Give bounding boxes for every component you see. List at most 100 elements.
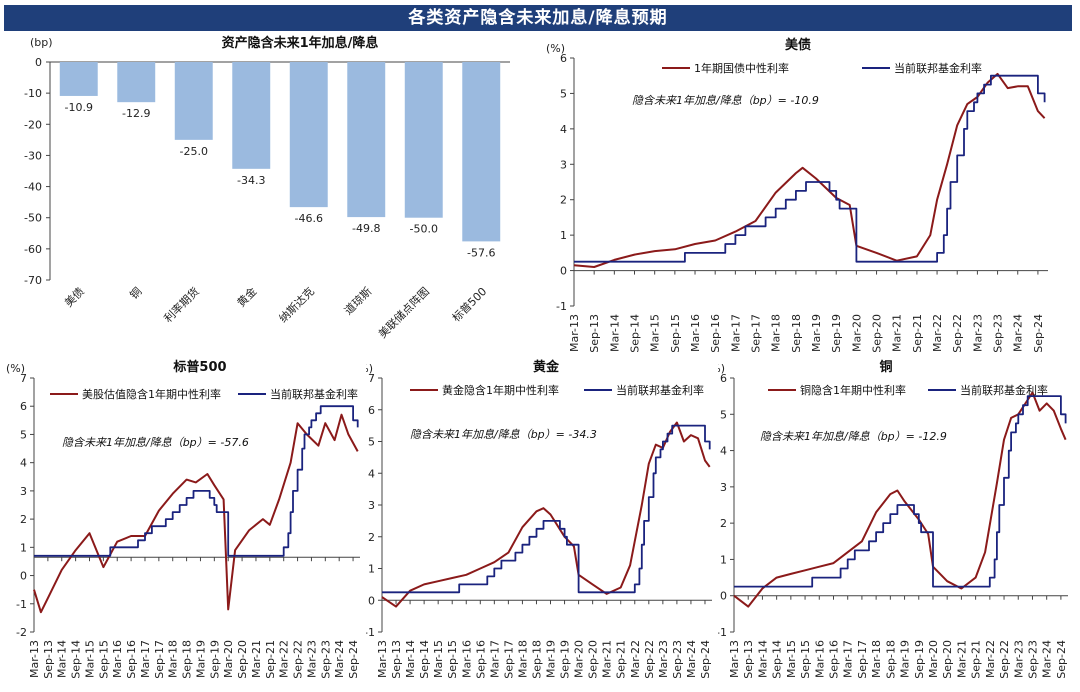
x-tick-label: Sep-23: [992, 314, 1005, 353]
x-tick-label: Sep-13: [42, 640, 55, 679]
x-tick-label: Sep-16: [125, 640, 138, 679]
x-tick-label: Sep-20: [871, 314, 884, 353]
line-chart-copper: 铜(%)-10123456Mar-13Sep-13Mar-14Sep-14Mar…: [718, 359, 1068, 679]
bar-value-label: -50.0: [410, 223, 438, 236]
x-tick-label: Mar-16: [813, 640, 826, 678]
x-tick-label: Mar-21: [601, 640, 614, 678]
x-tick-label: Mar-16: [460, 640, 473, 678]
x-tick-label: Mar-21: [891, 314, 904, 352]
bar: [232, 62, 271, 169]
x-tick-label: Mar-20: [222, 640, 235, 678]
category-label: 美债: [61, 284, 86, 309]
x-tick-label: Mar-17: [842, 640, 855, 678]
x-tick-label: Mar-24: [685, 640, 698, 678]
y-tick-label: 1: [720, 553, 727, 566]
y-tick-label: -2: [16, 626, 27, 639]
x-tick-label: Mar-17: [139, 640, 152, 678]
x-tick-label: Mar-19: [545, 640, 558, 678]
x-tick-label: Mar-22: [931, 314, 944, 352]
x-tick-label: Sep-24: [1055, 640, 1068, 679]
y-tick-label: 5: [368, 436, 375, 449]
x-tick-label: Sep-16: [474, 640, 487, 679]
x-tick-label: Sep-21: [911, 314, 924, 353]
x-tick-label: Mar-16: [689, 314, 702, 352]
x-tick-label: Mar-20: [573, 640, 586, 678]
x-tick-label: Mar-15: [649, 314, 662, 352]
x-tick-label: Sep-18: [790, 314, 803, 353]
x-tick-label: Sep-13: [390, 640, 403, 679]
y-unit-label: (%): [718, 362, 725, 375]
x-tick-label: Mar-24: [1012, 314, 1025, 352]
x-tick-label: Sep-20: [941, 640, 954, 679]
category-label: 标普500: [449, 284, 489, 324]
bar-value-label: -12.9: [122, 107, 150, 120]
chart-title: 黄金: [533, 359, 560, 375]
category-label: 铜: [127, 284, 145, 302]
x-tick-label: Sep-15: [669, 314, 682, 353]
y-tick-label: -70: [24, 274, 42, 287]
y-tick-label: 3: [560, 158, 567, 171]
y-tick-label: -40: [24, 181, 42, 194]
category-label: 美联储点阵图: [375, 284, 432, 341]
x-tick-label: Mar-13: [376, 640, 389, 678]
y-tick-label: -1: [556, 300, 567, 313]
x-tick-label: Sep-22: [292, 640, 305, 679]
x-tick-label: Sep-24: [699, 640, 712, 679]
implied-rate-line: [733, 391, 1067, 608]
y-tick-label: 0: [720, 590, 727, 603]
legend-label: 美股估值隐含1年期中性利率: [82, 387, 221, 401]
legend-label: 1年期国债中性利率: [694, 61, 789, 75]
x-tick-label: Sep-14: [629, 314, 642, 353]
x-tick-label: Sep-14: [418, 640, 431, 679]
x-tick-label: Sep-14: [771, 640, 784, 679]
y-tick-label: 6: [720, 372, 727, 385]
x-tick-label: Mar-19: [194, 640, 207, 678]
line-chart-gold: 黄金(%)-101234567Mar-13Sep-13Mar-14Sep-14M…: [366, 359, 712, 679]
x-tick-label: Mar-13: [28, 640, 41, 678]
legend-label: 当前联邦基金利率: [616, 383, 704, 397]
x-tick-label: Mar-23: [971, 314, 984, 352]
x-tick-label: Sep-21: [264, 640, 277, 679]
x-tick-label: Sep-15: [799, 640, 812, 679]
chart-title: 美债: [785, 37, 811, 53]
x-tick-label: Sep-19: [913, 640, 926, 679]
y-tick-label: 4: [560, 123, 567, 136]
y-tick-label: -50: [24, 212, 42, 225]
y-tick-label: 6: [20, 400, 27, 413]
y-tick-label: 6: [368, 404, 375, 417]
x-tick-label: Sep-13: [588, 314, 601, 353]
x-tick-label: Sep-18: [884, 640, 897, 679]
y-unit-label: (%): [6, 362, 25, 375]
x-tick-label: Mar-14: [404, 640, 417, 678]
chart-title: 铜: [878, 359, 892, 375]
x-tick-label: Sep-23: [319, 640, 332, 679]
y-tick-label: -10: [24, 87, 42, 100]
y-tick-label: 7: [368, 372, 375, 385]
x-tick-label: Mar-18: [516, 640, 529, 678]
y-tick-label: 3: [368, 499, 375, 512]
x-tick-label: Sep-18: [530, 640, 543, 679]
bar-value-label: -49.8: [352, 222, 380, 235]
bar: [347, 62, 386, 218]
legend-label: 当前联邦基金利率: [894, 61, 982, 75]
category-label: 黄金: [234, 284, 259, 309]
bar: [174, 62, 213, 140]
y-tick-label: 1: [20, 541, 27, 554]
x-tick-label: Mar-14: [608, 314, 621, 352]
y-tick-label: -20: [24, 118, 42, 131]
x-tick-label: Sep-16: [827, 640, 840, 679]
x-tick-label: Mar-17: [729, 314, 742, 352]
x-tick-label: Sep-21: [970, 640, 983, 679]
x-tick-label: Sep-13: [742, 640, 755, 679]
y-tick-label: -1: [718, 626, 727, 639]
category-label: 道琼斯: [341, 284, 374, 317]
y-tick-label: 2: [560, 194, 567, 207]
x-tick-label: Sep-19: [208, 640, 221, 679]
x-tick-label: Sep-17: [750, 314, 763, 353]
y-tick-label: -1: [16, 598, 27, 611]
x-tick-label: Sep-19: [559, 640, 572, 679]
bar-chart-implied-hikes: 资产隐含未来1年加息/降息 (bp) 0 -10 -20 -30 -40 -50 -60 -70 -…: [24, 35, 510, 341]
x-tick-label: Sep-18: [181, 640, 194, 679]
y-tick-label: 1: [560, 229, 567, 242]
